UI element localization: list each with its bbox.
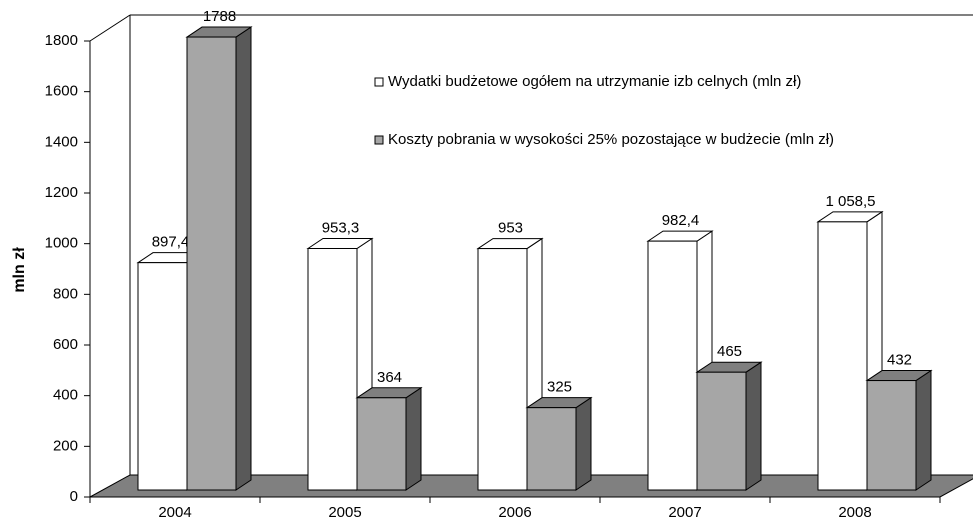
bar — [647, 240, 698, 491]
value-label: 1 058,5 — [825, 193, 875, 210]
bar — [696, 371, 747, 491]
bar — [817, 221, 868, 491]
bar — [866, 380, 917, 491]
value-label: 325 — [547, 379, 572, 396]
y-tick-label: 600 — [53, 336, 78, 353]
value-label: 364 — [377, 369, 402, 386]
y-axis-label: mln zł — [11, 247, 28, 293]
legend-swatch — [374, 135, 384, 145]
y-tick-label: 1600 — [45, 83, 78, 100]
y-tick-label: 1400 — [45, 133, 78, 150]
bar-side — [405, 386, 422, 491]
value-label: 432 — [887, 352, 912, 369]
bar-side — [915, 369, 932, 491]
x-tick-label: 2008 — [838, 504, 871, 521]
bar — [356, 397, 407, 491]
x-tick-label: 2005 — [328, 504, 361, 521]
y-tick-label: 1800 — [45, 32, 78, 49]
bar — [477, 248, 528, 491]
value-label: 953,3 — [322, 219, 360, 236]
bar — [137, 262, 188, 491]
y-tick-label: 200 — [53, 437, 78, 454]
legend-label: Wydatki budżetowe ogółem na utrzymanie i… — [388, 73, 801, 90]
bar-side — [745, 361, 762, 491]
bar-side — [575, 396, 592, 491]
value-label: 982,4 — [662, 212, 700, 229]
value-label: 953 — [498, 220, 523, 237]
value-label: 1788 — [203, 8, 236, 25]
y-tick-label: 0 — [70, 488, 78, 505]
value-label: 465 — [717, 343, 742, 360]
bar-side — [235, 26, 252, 491]
legend-swatch — [374, 77, 384, 87]
y-tick-label: 1000 — [45, 235, 78, 252]
legend-label: Koszty pobrania w wysokości 25% pozostaj… — [388, 131, 834, 148]
x-tick-label: 2007 — [668, 504, 701, 521]
bar — [307, 247, 358, 491]
y-tick-label: 800 — [53, 285, 78, 302]
bar — [526, 407, 577, 491]
y-tick-label: 400 — [53, 387, 78, 404]
bar — [186, 36, 237, 491]
x-tick-label: 2006 — [498, 504, 531, 521]
y-tick-label: 1200 — [45, 184, 78, 201]
wall-top-edge — [89, 14, 131, 42]
x-tick-label: 2004 — [158, 504, 191, 521]
value-label: 897,4 — [152, 234, 190, 251]
